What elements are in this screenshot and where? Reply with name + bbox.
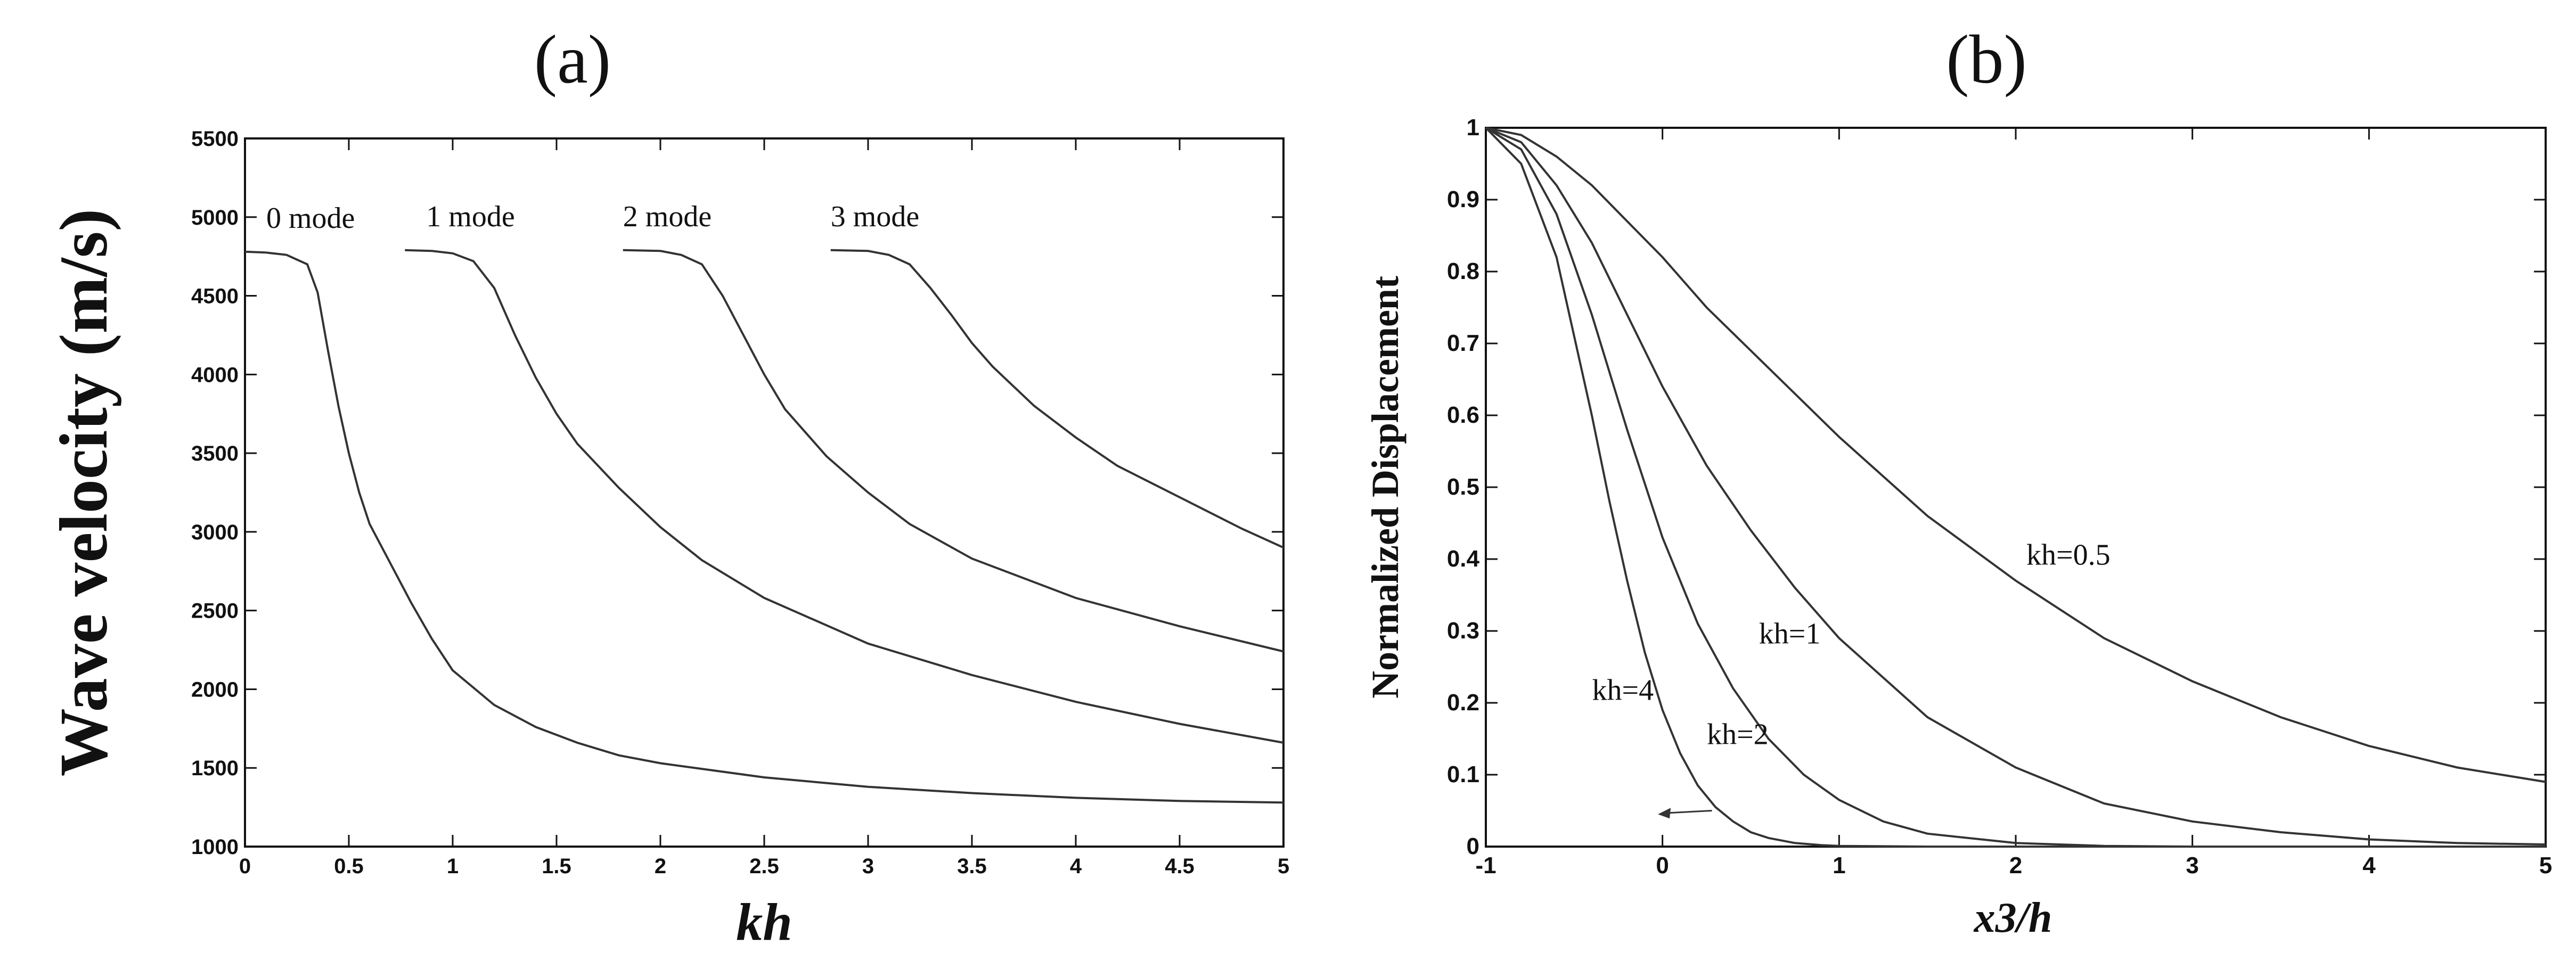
panel-b-y-tick-label: 0.9 [1447, 186, 1479, 212]
panel-b-series-line-0 [1485, 127, 2546, 783]
panel-b-series-line-3 [1485, 127, 2546, 848]
panel-a-series-label: 2 mode [623, 200, 712, 233]
panel-a-x-tick-label: 0 [239, 855, 251, 878]
panel-a-x-tick-label: 0.5 [334, 855, 364, 878]
panel-b-y-tick-label: 0 [1467, 833, 1479, 859]
panel-a-x-tick-label: 2.5 [749, 855, 779, 878]
panel-b-x-tick-label: 0 [1656, 852, 1669, 879]
panel-b-y-tick-label: 0.5 [1447, 474, 1479, 500]
panel-a-y-tick-label: 5000 [191, 206, 239, 229]
panel-a-y-tick-label: 3500 [191, 442, 239, 465]
panel-a-y-tick-label: 1000 [191, 835, 239, 859]
panel-a-y-tick-label: 5500 [191, 127, 239, 151]
panel-b-series-label: kh=1 [1759, 618, 1821, 651]
panel-a-plot-frame [244, 137, 1285, 848]
panel-b-x-axis-label: x3/h [1974, 895, 2052, 941]
panel-b-x-tick-label: 4 [2362, 852, 2376, 879]
panel-b-x-tick-label: 1 [1833, 852, 1845, 879]
panel-a-series-line-2 [623, 249, 1284, 653]
panel-b-y-tick-label: 0.2 [1447, 690, 1479, 716]
panel-a-y-tick-label: 3000 [191, 521, 239, 544]
panel-b-series-label: kh=2 [1707, 718, 1769, 751]
panel-a-series-line-0 [244, 250, 1284, 804]
panel-a-label: (a) [534, 21, 611, 98]
panel-b-x-tick-label: -1 [1475, 852, 1496, 879]
panel-b-y-axis-label: Normalized Displacement [1364, 276, 1406, 699]
panel-b-axis-ticks: -1 0 1 2 3 4 500.10.20.30.40.50.60.70.80.91 [1447, 114, 2552, 879]
panel-b-series-line-1 [1485, 127, 2546, 846]
panel-a-series-line-3 [830, 249, 1284, 549]
panel-a-x-axis-label: kh [736, 892, 792, 951]
panel-b-y-tick-label: 0.3 [1447, 618, 1479, 644]
chart-panel-b: (b) -1 0 1 2 3 4 500.10.20.30.40.50.60.70.80.9… [1364, 21, 2552, 941]
panel-b-x-tick-label: 2 [2009, 852, 2022, 879]
panel-b-y-tick-label: 0.7 [1447, 330, 1479, 356]
panel-a-y-tick-label: 2500 [191, 600, 239, 623]
panel-b-x-tick-label: 3 [2186, 852, 2198, 879]
panel-b-kh4-arrow-head [1658, 808, 1671, 819]
panel-b-x-tick-label: 5 [2539, 852, 2552, 879]
chart-panel-a: (a) 0 0.5 1 1.5 2 2.5 3 3.5 4 4.5 5 1000 1500 2000 250… [46, 21, 1289, 951]
panel-a-axis-ticks: 0 0.5 1 1.5 2 2.5 3 3.5 4 4.5 5 1000 1500 2000 2500 300… [191, 127, 1289, 878]
panel-a-series-label: 0 mode [266, 202, 355, 235]
panel-a-x-tick-label: 5 [1278, 855, 1289, 878]
panel-b-y-tick-label: 0.4 [1447, 546, 1480, 572]
panel-a-x-tick-label: 1.5 [542, 855, 571, 878]
panel-b-series-line-2 [1485, 127, 2546, 848]
panel-a-x-tick-label: 3 [862, 855, 874, 878]
panel-a-x-tick-label: 4 [1070, 855, 1082, 878]
panel-a-y-tick-label: 4000 [191, 363, 239, 387]
panel-a-y-tick-label: 1500 [191, 757, 239, 780]
panel-b-label: (b) [1946, 21, 2027, 98]
panel-b-curves [1485, 127, 2546, 848]
panel-a-curves [244, 249, 1284, 804]
panel-b-plot-frame [1485, 127, 2547, 848]
panel-b-y-tick-label: 0.8 [1447, 258, 1479, 284]
panel-b-kh4-arrow-shaft [1663, 810, 1712, 814]
panel-b-curve-labels: kh=0.5 kh=1 kh=2 kh=4 [1592, 539, 2111, 819]
panel-a-x-tick-label: 3.5 [957, 855, 987, 878]
panel-a-series-label: 1 mode [426, 200, 514, 233]
panel-a-mode-labels: 0 mode 1 mode 2 mode 3 mode [266, 200, 919, 235]
panel-b-y-tick-label: 1 [1467, 114, 1479, 141]
panel-a-x-tick-label: 2 [655, 855, 666, 878]
panel-a-y-tick-label: 2000 [191, 678, 239, 701]
panel-a-y-tick-label: 4500 [191, 285, 239, 308]
panel-a-x-tick-label: 1 [447, 855, 459, 878]
panel-b-series-label: kh=0.5 [2026, 539, 2111, 572]
panel-a-y-axis-label: Wave velocity (m/s) [46, 209, 121, 776]
panel-b-series-label: kh=4 [1592, 674, 1654, 707]
panel-a-x-tick-label: 4.5 [1165, 855, 1195, 878]
panel-b-y-tick-label: 0.6 [1447, 402, 1479, 428]
panel-a-series-label: 3 mode [831, 200, 919, 233]
panel-b-y-tick-label: 0.1 [1447, 761, 1479, 787]
panel-a-series-line-1 [405, 249, 1284, 744]
